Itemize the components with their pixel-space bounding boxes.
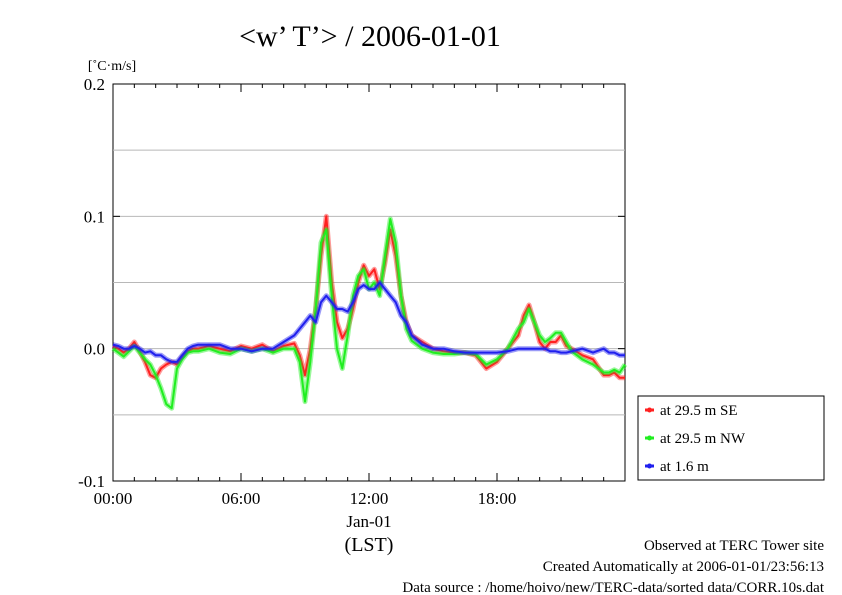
chart-title: <w’ T’> / 2006-01-01: [239, 20, 501, 53]
x-tick-label: 12:00: [350, 489, 389, 508]
series-line-halo: [111, 216, 628, 411]
footer-site: Observed at TERC Tower site: [644, 538, 824, 554]
y-tick-label: 0.1: [84, 207, 105, 226]
legend-marker: [647, 407, 652, 413]
legend-marker: [647, 463, 652, 469]
series-line-3: [112, 281, 625, 363]
y-tick-label: -0.1: [78, 472, 105, 491]
legend-label: at 1.6 m: [660, 459, 709, 475]
y-tick-label: 0.0: [84, 340, 105, 359]
x-axis-ticks: 00:00 06:00 12:00 18:00: [94, 84, 605, 508]
series-lines: [111, 213, 628, 411]
y-axis-ticks: -0.1 0.0 0.1 0.2: [78, 75, 625, 491]
y-axis-unit-label: [˚C·m/s]: [88, 59, 136, 74]
footer-created: Created Automatically at 2006-01-01/23:5…: [543, 559, 824, 575]
series-line-2: [112, 218, 626, 410]
legend-marker: [647, 435, 652, 441]
footer-source: Data source : /home/hoivo/new/TERC-data/…: [402, 580, 824, 595]
x-axis-date-label: Jan-01: [346, 512, 391, 531]
legend-label: at 29.5 m SE: [660, 403, 738, 419]
series-line-1: [112, 215, 625, 379]
x-tick-label: 18:00: [478, 489, 517, 508]
x-tick-label: 00:00: [94, 489, 133, 508]
x-tick-label: 06:00: [222, 489, 261, 508]
legend-label: at 29.5 m NW: [660, 431, 746, 447]
legend-box: [637, 395, 825, 481]
legend: at 29.5 m SE at 29.5 m NW at 1.6 m: [637, 395, 825, 481]
y-tick-label: 0.2: [84, 75, 105, 94]
x-axis-title: (LST): [345, 534, 394, 556]
